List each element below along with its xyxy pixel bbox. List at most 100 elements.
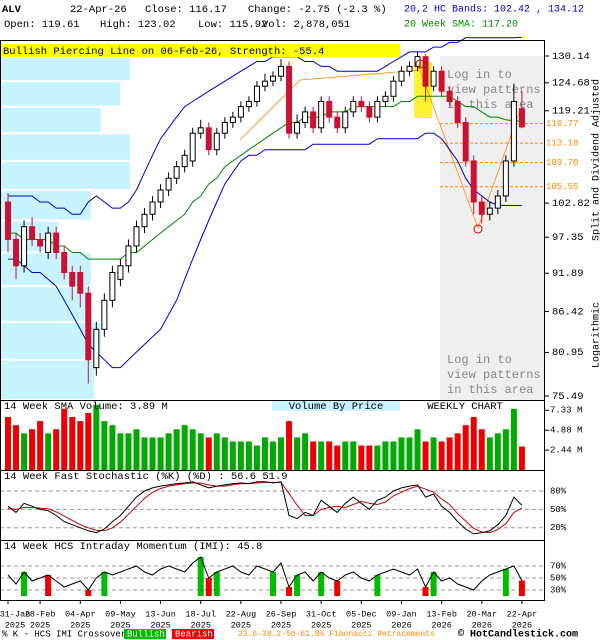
candle-body — [181, 154, 188, 168]
osc-line — [7, 481, 523, 534]
volume-bar — [261, 437, 268, 470]
y-tick-label: 130.14 — [552, 51, 590, 63]
imi-panel — [0, 540, 545, 601]
candle-body — [165, 177, 172, 191]
x-tick-label: 13-Jun — [145, 609, 176, 619]
x-tick-label: 05-Dec — [346, 609, 377, 619]
y-tick-label: 30% — [550, 585, 567, 595]
weekly-label: WEEKLY CHART — [427, 401, 503, 413]
candle-body — [494, 195, 501, 209]
candle-body — [13, 238, 20, 267]
candle-body — [326, 100, 333, 118]
y-tick-label: 86.42 — [552, 306, 584, 318]
y-tick-label: 20% — [550, 523, 567, 533]
signal-bar — [21, 572, 28, 596]
candle-body — [518, 108, 525, 128]
volume-by-price-bar — [0, 57, 130, 81]
volume-bar — [125, 433, 132, 470]
fib-label: 105.55 — [546, 182, 578, 192]
volume-bar — [101, 421, 108, 470]
signal-bar — [286, 587, 293, 596]
x-tick-label: 04-Apr — [65, 609, 96, 619]
volume-bar — [213, 433, 220, 470]
change: Change: -2.75 (-2.3 %) — [248, 4, 387, 16]
front-layer: 75.49 80.95 86.42 91.89 97.35 102.82 119.21 124… — [0, 51, 590, 630]
volume-bar — [310, 441, 317, 470]
y-tick-label: 50% — [550, 573, 567, 583]
banner — [0, 44, 400, 57]
candle-body — [109, 272, 116, 301]
candle-body — [430, 70, 437, 87]
volume-bar — [446, 437, 453, 470]
x-tick-label: 31-Oct — [306, 609, 337, 619]
volume-bar — [237, 441, 244, 470]
volume-bar — [374, 445, 381, 470]
candle-body — [342, 111, 349, 129]
signal-bar — [205, 578, 212, 596]
volume-bar — [366, 445, 373, 470]
bearish-label: Bearish — [175, 629, 213, 639]
y-tick-label: 70% — [550, 561, 567, 571]
x-tick-year: 2025 — [150, 620, 170, 630]
candle-body — [5, 201, 11, 240]
bullish-swatch — [124, 629, 166, 639]
high: High: 123.02 — [100, 19, 176, 31]
volume-bar — [37, 421, 44, 470]
volume: Vol: 2,878,051 — [262, 19, 350, 31]
candle-body — [406, 65, 413, 72]
candle-body — [85, 292, 92, 361]
symbol: ALV — [2, 4, 22, 16]
osc-line — [7, 556, 523, 591]
fib-label: 113.18 — [546, 139, 578, 149]
candle-body — [422, 56, 429, 87]
x-tick-year: 2025 — [311, 620, 331, 630]
stoch-title: 14 Week Fast Stochastic (%K) (%D) : 56.6… — [4, 471, 288, 483]
sma-line — [8, 95, 522, 260]
x-tick-label: 18-Jul — [185, 609, 216, 619]
candle-body — [77, 272, 84, 294]
volume-bar — [486, 437, 493, 470]
volume-bar — [438, 441, 445, 470]
candle-body — [269, 75, 276, 82]
candle-body — [53, 232, 60, 253]
volume-bar — [181, 425, 188, 470]
signal-bar — [318, 572, 325, 596]
copyright: © HotCandlestick.com — [458, 629, 578, 640]
candle-body — [470, 160, 477, 203]
fib-swing — [239, 69, 521, 230]
volume-bar — [302, 433, 309, 470]
x-tick-label: 13-Feb — [426, 609, 457, 619]
x-tick-label: 22-Aug — [226, 609, 257, 619]
volume-by-price-bar — [0, 191, 91, 220]
y-tick-label: 91.89 — [552, 268, 584, 280]
candle-body — [374, 100, 381, 118]
candle-body — [390, 80, 397, 97]
x-tick-year: 2025 — [231, 620, 251, 630]
x-tick-year: 2025 — [5, 620, 25, 630]
date: 22-Apr-26 — [70, 4, 127, 16]
volume-bar — [326, 441, 333, 470]
volume-bar — [149, 437, 156, 470]
volume-bar — [253, 445, 260, 470]
volume-bar — [278, 437, 285, 470]
candle-body — [382, 95, 389, 102]
crossover-label: % K - HCS IMI Crossover: — [2, 629, 132, 639]
volume-bar — [53, 429, 60, 470]
candle-body — [454, 100, 461, 123]
x-tick-year: 2026 — [431, 620, 451, 630]
volume-bar — [318, 441, 325, 470]
candle-body — [286, 65, 293, 134]
candle-body — [478, 201, 485, 215]
y-tick-label: 2.44 M — [550, 445, 582, 455]
volume-bar — [85, 412, 92, 470]
imi-title: 14 Week HCS Intraday Momentum (IMI): 45.… — [4, 541, 262, 553]
x-tick-label: 22-Apr — [507, 609, 538, 619]
volume-by-price-bar — [0, 287, 91, 321]
volume-bar — [342, 441, 349, 470]
volume-bar — [390, 441, 397, 470]
y-tick-label: 102.82 — [552, 198, 590, 210]
bands: 20,2 HC Bands: 102.42 , 134.12 — [404, 4, 584, 16]
pattern-note: in this area — [447, 383, 533, 397]
pattern-note: Log in to — [447, 68, 512, 82]
